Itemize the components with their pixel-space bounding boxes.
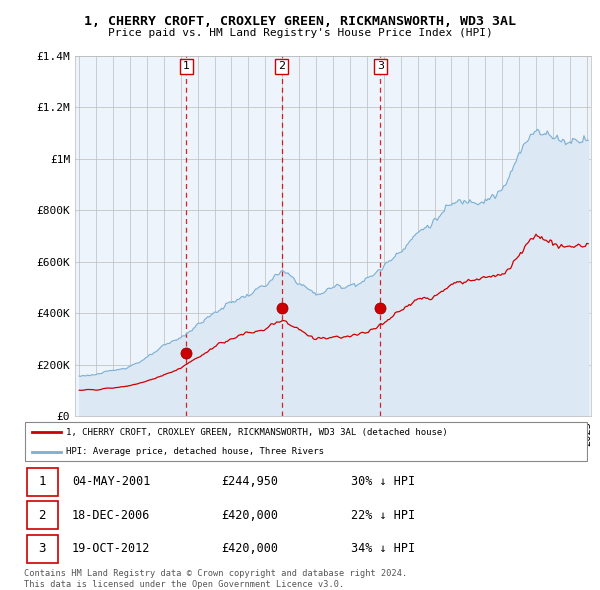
Text: 1, CHERRY CROFT, CROXLEY GREEN, RICKMANSWORTH, WD3 3AL (detached house): 1, CHERRY CROFT, CROXLEY GREEN, RICKMANS…: [66, 428, 448, 437]
Text: 3: 3: [38, 542, 46, 556]
Text: 22% ↓ HPI: 22% ↓ HPI: [351, 509, 415, 522]
Text: 30% ↓ HPI: 30% ↓ HPI: [351, 475, 415, 489]
Text: 18-DEC-2006: 18-DEC-2006: [72, 509, 151, 522]
Text: Price paid vs. HM Land Registry's House Price Index (HPI): Price paid vs. HM Land Registry's House …: [107, 28, 493, 38]
Text: 1, CHERRY CROFT, CROXLEY GREEN, RICKMANSWORTH, WD3 3AL: 1, CHERRY CROFT, CROXLEY GREEN, RICKMANS…: [84, 15, 516, 28]
Text: 19-OCT-2012: 19-OCT-2012: [72, 542, 151, 556]
Text: 04-MAY-2001: 04-MAY-2001: [72, 475, 151, 489]
FancyBboxPatch shape: [27, 468, 58, 496]
Text: 1: 1: [183, 61, 190, 71]
Text: £244,950: £244,950: [221, 475, 278, 489]
FancyBboxPatch shape: [27, 502, 58, 529]
Text: 2: 2: [38, 509, 46, 522]
Text: HPI: Average price, detached house, Three Rivers: HPI: Average price, detached house, Thre…: [66, 447, 325, 456]
FancyBboxPatch shape: [25, 422, 587, 461]
Text: Contains HM Land Registry data © Crown copyright and database right 2024.
This d: Contains HM Land Registry data © Crown c…: [24, 569, 407, 589]
Text: 1: 1: [38, 475, 46, 489]
FancyBboxPatch shape: [27, 535, 58, 563]
Text: 2: 2: [278, 61, 285, 71]
Text: £420,000: £420,000: [221, 509, 278, 522]
Text: 34% ↓ HPI: 34% ↓ HPI: [351, 542, 415, 556]
Text: 3: 3: [377, 61, 384, 71]
Text: £420,000: £420,000: [221, 542, 278, 556]
